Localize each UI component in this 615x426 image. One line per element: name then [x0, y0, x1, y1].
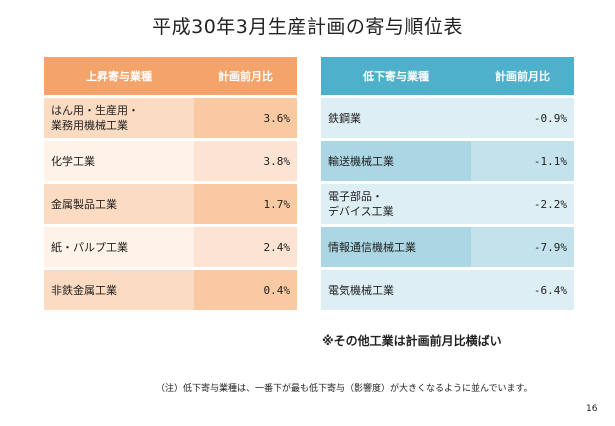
industry-name: 化学工業: [44, 139, 194, 184]
falling-table-header: 低下寄与業種 計画前月比: [321, 57, 574, 98]
ratio-value: 3.8%: [194, 139, 297, 184]
table-row: 化学工業 3.8%: [44, 139, 297, 184]
ratio-value: -6.4%: [471, 268, 574, 310]
page-title: 平成30年3月生産計画の寄与順位表: [152, 16, 463, 38]
industry-name: 紙・パルプ工業: [44, 225, 194, 270]
table-row: 鉄鋼業 -0.9%: [321, 96, 574, 141]
table-row: 非鉄金属工業 0.4%: [44, 268, 297, 310]
industry-name: 鉄鋼業: [321, 96, 471, 141]
industry-name: 情報通信機械工業: [321, 225, 471, 270]
industry-name: 電気機械工業: [321, 268, 471, 310]
ratio-value: 3.6%: [194, 96, 297, 141]
table-row: 金属製品工業 1.7%: [44, 182, 297, 227]
table-row: 電気機械工業 -6.4%: [321, 268, 574, 310]
rising-header-value: 計画前月比: [194, 57, 297, 98]
table-row: 情報通信機械工業 -7.9%: [321, 225, 574, 270]
industry-name: 輸送機械工業: [321, 139, 471, 184]
footnote: （注）低下寄与業種は、一番下が最も低下寄与（影響度）が大きくなるように並んでいま…: [156, 384, 533, 394]
ratio-value: -1.1%: [471, 139, 574, 184]
ratio-value: 2.4%: [194, 225, 297, 270]
table-row: 紙・パルプ工業 2.4%: [44, 225, 297, 270]
falling-header-value: 計画前月比: [471, 57, 574, 98]
ratio-value: -7.9%: [471, 225, 574, 270]
ratio-value: 1.7%: [194, 182, 297, 227]
industry-name: 非鉄金属工業: [44, 268, 194, 310]
table-row: 電子部品・ デバイス工業 -2.2%: [321, 182, 574, 227]
ratio-value: -2.2%: [471, 182, 574, 227]
industry-name: 電子部品・ デバイス工業: [321, 182, 471, 227]
industry-name: はん用・生産用・ 業務用機械工業: [44, 96, 194, 141]
falling-header-industry: 低下寄与業種: [321, 57, 471, 98]
rising-table-header: 上昇寄与業種 計画前月比: [44, 57, 297, 98]
rising-header-industry: 上昇寄与業種: [44, 57, 194, 98]
table-row: 輸送機械工業 -1.1%: [321, 139, 574, 184]
industry-name: 金属製品工業: [44, 182, 194, 227]
page-number: 16: [586, 404, 598, 414]
table-row: はん用・生産用・ 業務用機械工業 3.6%: [44, 96, 297, 141]
ratio-value: 0.4%: [194, 268, 297, 310]
ratio-value: -0.9%: [471, 96, 574, 141]
rising-contribution-table: 上昇寄与業種 計画前月比 はん用・生産用・ 業務用機械工業 3.6% 化学工業 3…: [44, 57, 297, 310]
other-industry-note: ※その他工業は計画前月比横ばい: [322, 334, 502, 348]
falling-contribution-table: 低下寄与業種 計画前月比 鉄鋼業 -0.9% 輸送機械工業 -1.1% 電子部品…: [321, 57, 574, 310]
